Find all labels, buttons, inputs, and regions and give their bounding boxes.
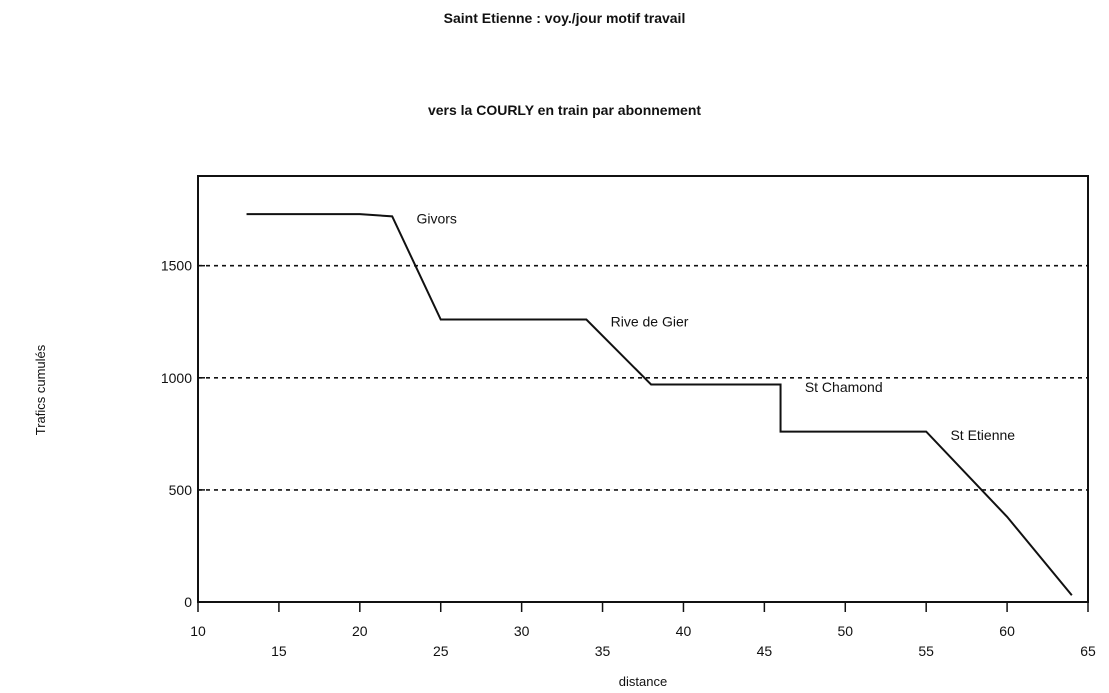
axis-layer: 0 500 1000 1500 10 15 20 25 30 35 40 45 50 55 60 65 xyxy=(161,258,1096,659)
y-tick-label: 500 xyxy=(169,482,193,498)
x-tick-label: 25 xyxy=(433,643,449,659)
x-tick-label: 60 xyxy=(999,623,1015,639)
plot-frame xyxy=(197,175,1089,603)
annotation-label: St Etienne xyxy=(950,427,1015,443)
x-tick-label: 50 xyxy=(837,623,853,639)
y-tick-label: 0 xyxy=(184,594,192,610)
x-axis-label: distance xyxy=(619,674,667,689)
chart-subtitle: vers la COURLY en train par abonnement xyxy=(427,102,702,118)
x-tick-label: 45 xyxy=(757,643,773,659)
chart-title: Saint Etienne : voy./jour motif travail xyxy=(443,10,686,26)
annotation-label: Rive de Gier xyxy=(611,314,689,330)
annotation-label: Givors xyxy=(416,211,456,227)
series-layer xyxy=(246,213,1073,596)
y-tick-label: 1500 xyxy=(161,258,192,274)
annotation-layer: Givors Rive de Gier St Chamond St Etienne xyxy=(416,211,1015,443)
y-tick-label: 1000 xyxy=(161,370,192,386)
x-tick-label: 40 xyxy=(676,623,692,639)
series-line xyxy=(246,213,1073,596)
x-tick-label: 65 xyxy=(1080,643,1096,659)
x-tick-label: 55 xyxy=(918,643,934,659)
x-tick-label: 20 xyxy=(352,623,368,639)
x-tick-label: 35 xyxy=(595,643,611,659)
x-tick-label: 30 xyxy=(514,623,530,639)
x-tick-label: 15 xyxy=(271,643,287,659)
x-tick-label: 10 xyxy=(190,623,206,639)
annotation-label: St Chamond xyxy=(805,379,883,395)
y-axis-label: Trafics cumulés xyxy=(33,344,48,435)
